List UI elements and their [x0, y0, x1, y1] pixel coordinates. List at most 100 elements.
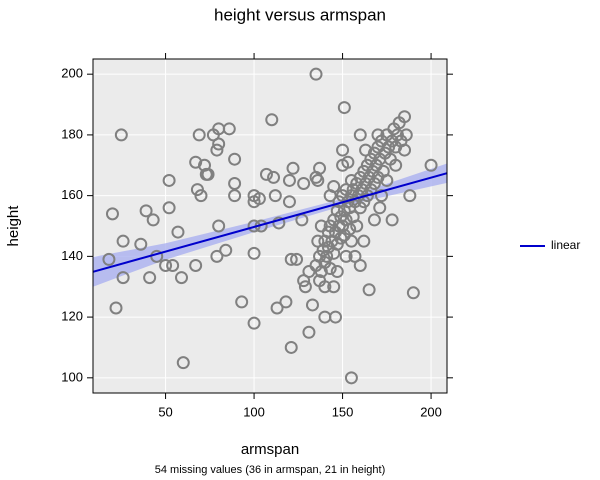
- point: [162, 173, 176, 187]
- point: [171, 225, 185, 239]
- point: [380, 173, 394, 187]
- point: [134, 237, 148, 251]
- point: [109, 301, 123, 315]
- x-tick-label: 100: [243, 404, 265, 419]
- point: [398, 110, 412, 124]
- point: [406, 286, 420, 300]
- point: [339, 249, 353, 263]
- point: [348, 249, 362, 263]
- point: [235, 295, 249, 309]
- point: [189, 258, 203, 272]
- point: [311, 234, 325, 248]
- point: [268, 189, 282, 203]
- y-tick-label: 120: [61, 309, 83, 324]
- point: [359, 143, 373, 157]
- y-axis-label: height: [5, 205, 22, 247]
- point: [284, 252, 298, 266]
- x-tick-label: 150: [332, 404, 354, 419]
- point: [247, 246, 261, 260]
- fit-line: [92, 172, 448, 273]
- point: [279, 295, 293, 309]
- point: [371, 128, 385, 142]
- y-tick-label: 100: [61, 369, 83, 384]
- point: [272, 216, 286, 230]
- point: [159, 258, 173, 272]
- point: [284, 340, 298, 354]
- point: [139, 204, 153, 218]
- point: [265, 113, 279, 127]
- point: [228, 189, 242, 203]
- y-tick-label: 140: [61, 248, 83, 263]
- point: [116, 234, 130, 248]
- point: [309, 67, 323, 81]
- point: [328, 310, 342, 324]
- point: [222, 122, 236, 136]
- point: [228, 152, 242, 166]
- point: [403, 189, 417, 203]
- point: [302, 325, 316, 339]
- point: [267, 170, 281, 184]
- point: [210, 249, 224, 263]
- point: [337, 101, 351, 115]
- footnote: 54 missing values (36 in armspan, 21 in …: [155, 464, 386, 476]
- point: [282, 195, 296, 209]
- point: [311, 173, 325, 187]
- point: [375, 189, 389, 203]
- point: [192, 128, 206, 142]
- point: [399, 128, 413, 142]
- chart-title: height versus armspan: [214, 5, 386, 24]
- point: [298, 280, 312, 294]
- point: [252, 192, 266, 206]
- point: [105, 207, 119, 221]
- point: [175, 271, 188, 285]
- y-tick-label: 180: [61, 126, 83, 141]
- point: [228, 176, 242, 190]
- point: [323, 262, 337, 276]
- y-tick-label: 200: [61, 66, 83, 81]
- point: [176, 356, 190, 370]
- x-tick-label: 200: [420, 404, 442, 419]
- point: [389, 158, 403, 172]
- point: [162, 201, 176, 215]
- point: [350, 219, 364, 233]
- point: [286, 161, 300, 175]
- point: [353, 128, 367, 142]
- point: [362, 283, 376, 297]
- plot-frame: [92, 58, 448, 394]
- point: [314, 219, 328, 233]
- point: [114, 128, 128, 142]
- point: [270, 301, 284, 315]
- point: [313, 161, 327, 175]
- point: [259, 167, 273, 181]
- point: [320, 249, 334, 263]
- point: [313, 274, 327, 288]
- legend-label: linear: [551, 238, 580, 252]
- point: [357, 234, 371, 248]
- x-tick-label: 50: [158, 404, 172, 419]
- y-tick-label: 160: [61, 187, 83, 202]
- point: [330, 265, 344, 279]
- point: [116, 271, 130, 285]
- point: [201, 167, 215, 181]
- point: [102, 252, 116, 266]
- point: [282, 173, 296, 187]
- point: [344, 371, 358, 385]
- point: [336, 143, 350, 157]
- point: [424, 158, 438, 172]
- point: [166, 258, 180, 272]
- point: [367, 213, 381, 227]
- point: [212, 137, 226, 151]
- point: [327, 280, 341, 294]
- point: [305, 298, 319, 312]
- point: [334, 231, 348, 245]
- point: [341, 155, 355, 169]
- point: [219, 243, 233, 257]
- point: [247, 316, 261, 330]
- point: [290, 252, 304, 266]
- point: [143, 271, 157, 285]
- point: [297, 176, 311, 190]
- point: [398, 143, 412, 157]
- point: [343, 222, 357, 236]
